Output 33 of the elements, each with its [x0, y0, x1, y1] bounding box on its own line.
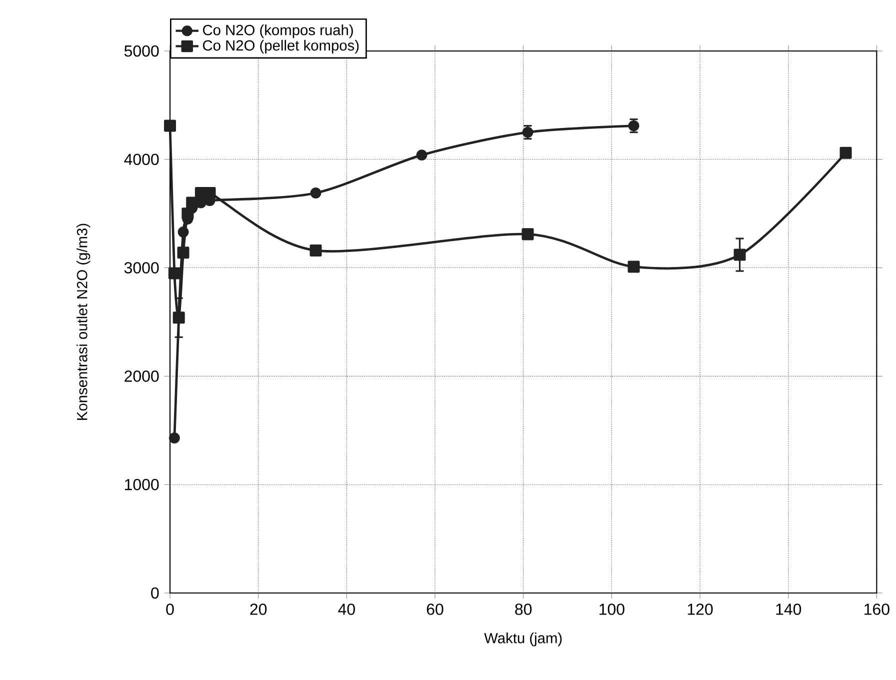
x-tick-label: 20: [250, 604, 267, 615]
y-tick-label: 4000: [124, 154, 159, 166]
point: [310, 244, 322, 256]
point: [522, 228, 534, 240]
x-tick-label: 60: [426, 604, 444, 615]
point: [840, 146, 852, 159]
y-tick-label: 1000: [125, 478, 159, 490]
point: [734, 248, 746, 261]
y-tick-label: 2000: [124, 370, 159, 382]
point: [628, 260, 640, 273]
x-tick-label: 40: [338, 604, 355, 615]
point: [182, 208, 194, 220]
x-tick-label: 100: [600, 604, 624, 615]
point: [310, 188, 322, 198]
point: [164, 120, 176, 132]
point: [168, 432, 180, 444]
y-axis-title: Konsentrasi outlet N2O (g/m3): [76, 224, 90, 420]
x-tick-label: 80: [515, 604, 532, 615]
point: [177, 246, 190, 259]
legend-label: Co N2O (pellet kompos): [202, 40, 359, 54]
x-tick-label: 140: [776, 604, 802, 615]
point: [186, 196, 198, 209]
y-tick-label: 0: [151, 587, 159, 599]
x-tick-label: 0: [166, 604, 174, 615]
point: [416, 150, 428, 161]
point: [178, 226, 189, 238]
y-tick-label: 5000: [124, 45, 159, 57]
x-tick-label: 120: [688, 604, 713, 615]
y-tick-label: 3000: [124, 262, 159, 274]
x-tick-label: 160: [864, 604, 890, 615]
point: [168, 267, 180, 280]
legend-label: Co N2O (kompos ruah): [202, 24, 353, 38]
x-axis-title: Waktu (jam): [484, 632, 562, 646]
